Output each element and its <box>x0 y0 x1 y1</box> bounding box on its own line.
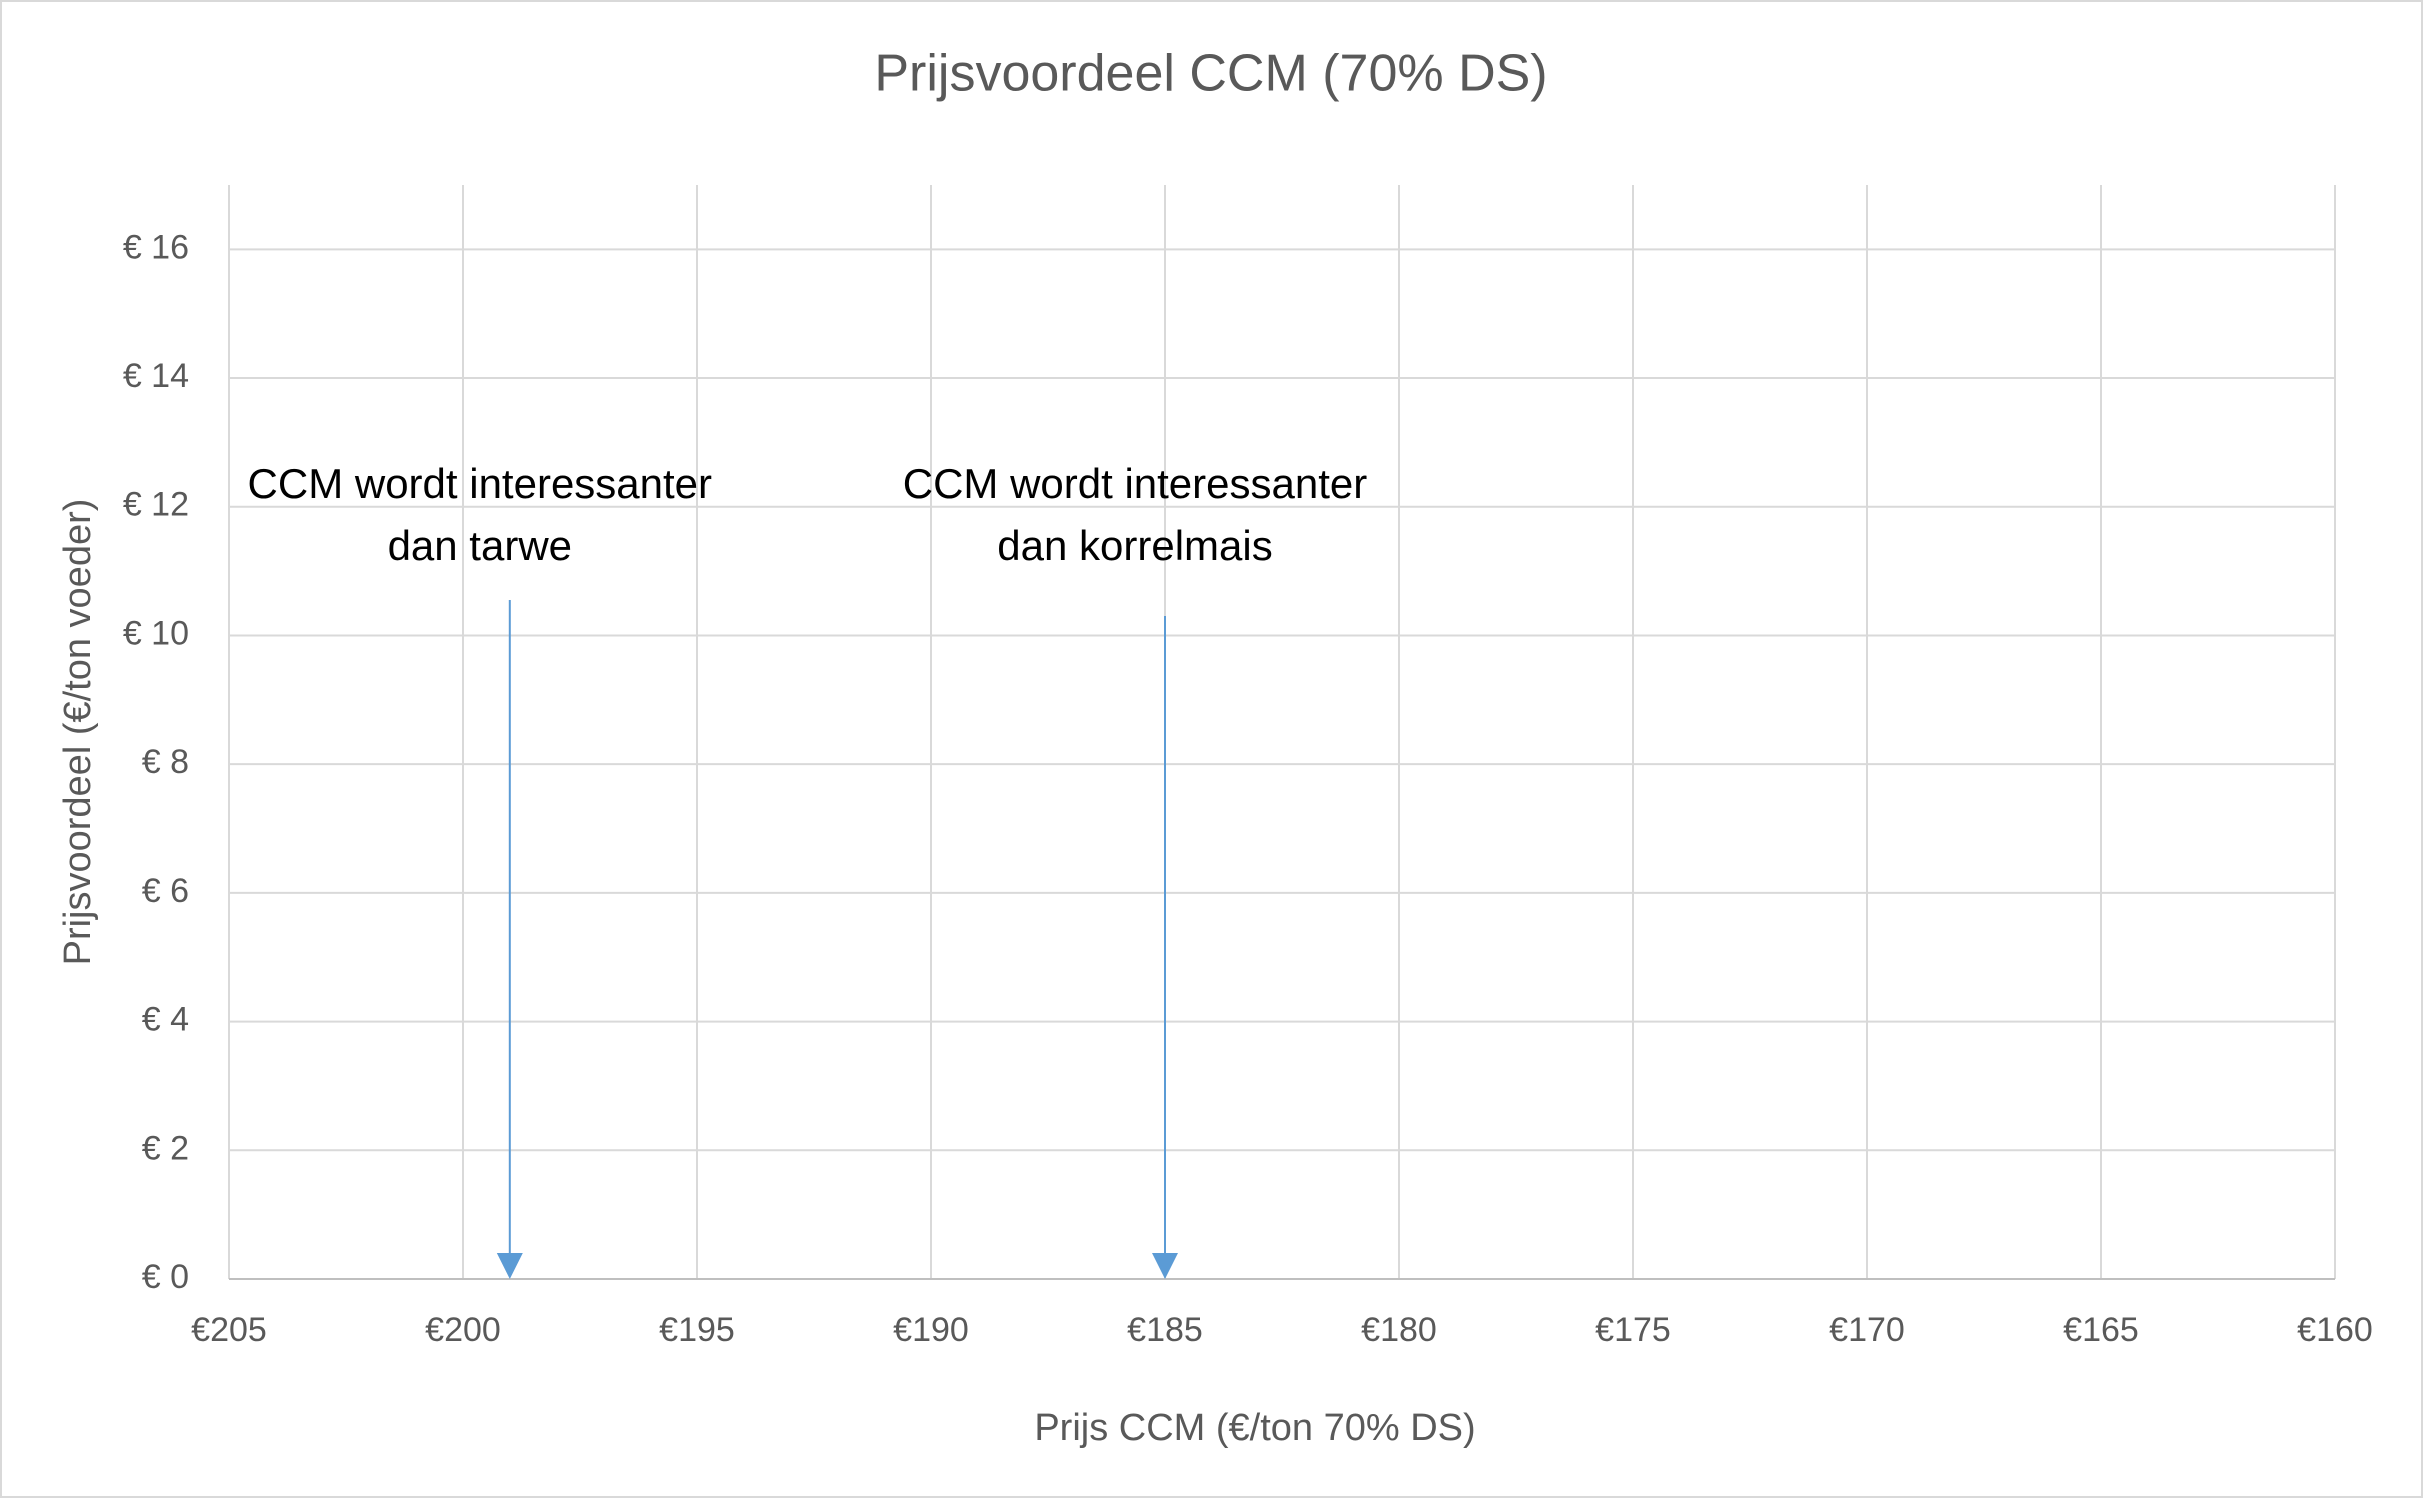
x-tick-label: €195 <box>659 1311 735 1349</box>
annotation-arrowhead <box>496 1253 523 1279</box>
x-tick-label: €165 <box>2063 1311 2139 1349</box>
x-tick-label: €175 <box>1595 1311 1671 1349</box>
x-tick-label: €190 <box>893 1311 969 1349</box>
annotation-arrowhead <box>1152 1253 1178 1279</box>
x-tick-label: €200 <box>425 1311 501 1349</box>
y-tick-label: € 8 <box>142 743 189 781</box>
chart-title: Prijsvoordeel CCM (70% DS) <box>874 45 1547 103</box>
y-tick-label: € 4 <box>142 1001 189 1039</box>
y-tick-label: € 10 <box>123 614 189 652</box>
y-tick-label: € 2 <box>142 1129 189 1167</box>
y-axis-title: Prijsvoordeel (€/ton voeder) <box>57 499 99 966</box>
x-tick-label: €205 <box>191 1311 267 1349</box>
x-axis-title: Prijs CCM (€/ton 70% DS) <box>1034 1407 1475 1449</box>
x-tick-label: €180 <box>1361 1311 1437 1349</box>
y-tick-label: € 14 <box>123 357 189 395</box>
x-tick-label: €160 <box>2297 1311 2373 1349</box>
annotation-text: dan tarwe <box>388 522 572 569</box>
annotation-text: CCM wordt interessanter <box>903 460 1367 507</box>
annotation-text: dan korrelmais <box>997 522 1272 569</box>
y-tick-label: € 6 <box>142 872 189 910</box>
x-tick-label: €185 <box>1127 1311 1203 1349</box>
y-tick-label: € 0 <box>142 1258 189 1296</box>
y-tick-label: € 12 <box>123 486 189 524</box>
y-tick-label: € 16 <box>123 228 189 266</box>
annotation-text: CCM wordt interessanter <box>248 460 712 507</box>
x-tick-label: €170 <box>1829 1311 1905 1349</box>
